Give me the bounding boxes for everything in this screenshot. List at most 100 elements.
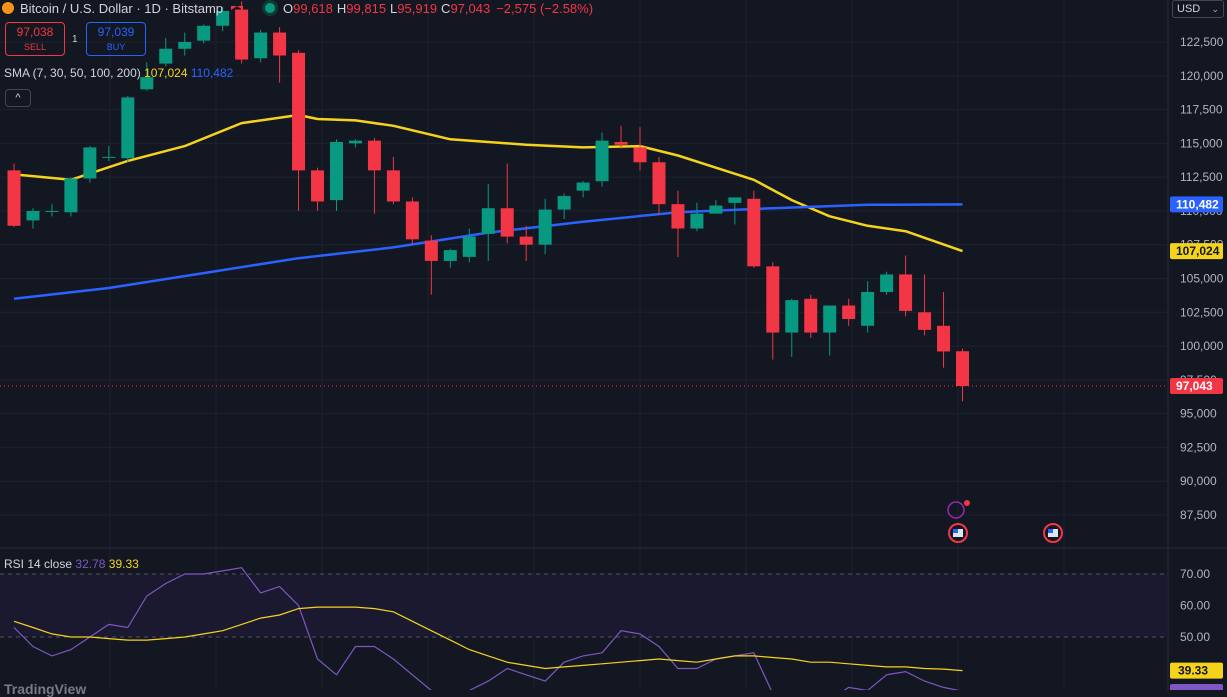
- price-tick-label: 87,500: [1180, 508, 1217, 522]
- low-value: 95,919: [397, 0, 438, 16]
- sma-blue-price-tag-bg: [1170, 196, 1223, 213]
- candle-up: [443, 250, 457, 261]
- candle-up: [823, 305, 837, 333]
- candle-down: [671, 204, 685, 229]
- buy-button[interactable]: 97,039 BUY: [86, 22, 146, 56]
- candle-up: [121, 97, 135, 159]
- open-label: O: [283, 0, 294, 16]
- close-label: C: [441, 0, 451, 16]
- currency-label: USD: [1177, 3, 1201, 15]
- candle-up: [83, 147, 97, 179]
- rsi-tick-label: 50.00: [1180, 630, 1210, 644]
- candle-up: [64, 178, 78, 213]
- symbol-title[interactable]: Bitcoin / U.S. Dollar · 1D · Bitstamp: [20, 0, 223, 16]
- candle-down: [804, 298, 818, 333]
- price-tick-label: 117,500: [1180, 103, 1223, 117]
- price-tick-label: 122,500: [1180, 35, 1224, 49]
- open-value: 99,618: [293, 0, 333, 16]
- bitcoin-icon: [2, 2, 14, 14]
- buy-label: BUY: [106, 42, 126, 52]
- candle-up: [538, 209, 552, 245]
- candle-up: [254, 32, 268, 59]
- candle-up: [45, 210, 59, 212]
- rsi-tick-label: 70.00: [1180, 567, 1210, 581]
- candle-up: [557, 196, 571, 210]
- candle-up: [690, 213, 704, 229]
- price-tick-label: 112,500: [1180, 170, 1223, 184]
- us-flag-canton: [1048, 529, 1053, 533]
- sma-line-yellow: [13, 113, 963, 253]
- candle-down: [633, 147, 647, 163]
- candle-down: [766, 266, 780, 333]
- price-tick-label: 115,000: [1180, 136, 1223, 150]
- candle-up: [462, 236, 476, 257]
- rsi-legend[interactable]: RSI 14 close 32.78 39.33: [4, 557, 139, 571]
- price-tick-label: 102,500: [1180, 305, 1224, 319]
- candle-down: [7, 170, 21, 226]
- rsi-ma-tag: 39.33: [1178, 664, 1208, 678]
- high-label: H: [336, 0, 347, 16]
- candle-down: [956, 351, 969, 387]
- rsi-label: RSI 14 close: [4, 557, 73, 571]
- candle-down: [899, 274, 913, 311]
- candle-up: [880, 274, 894, 293]
- price-tick-label: 100,000: [1180, 339, 1224, 353]
- candle-up: [329, 142, 343, 201]
- sma-value-yellow: 107,024: [144, 66, 188, 80]
- rsi-ma-line: [13, 606, 963, 672]
- close-value: 97,043: [450, 0, 491, 16]
- market-status-icon[interactable]: [265, 3, 275, 13]
- ai-insight-icon: [947, 500, 970, 519]
- currency-selector[interactable]: USD ⌄: [1172, 0, 1224, 18]
- candle-down: [386, 170, 400, 202]
- candle-up: [576, 182, 590, 191]
- flag-icon[interactable]: [231, 6, 243, 10]
- ai-insight-dot: [964, 500, 970, 506]
- low-label: L: [390, 0, 398, 16]
- high-value: 99,815: [346, 0, 387, 16]
- candle-up: [861, 292, 875, 326]
- sell-label: SELL: [23, 42, 47, 52]
- candle-down: [273, 32, 287, 56]
- sell-price: 97,038: [16, 25, 54, 39]
- collapse-legend-button[interactable]: ^: [5, 89, 31, 107]
- us-flag-canton: [953, 529, 958, 533]
- sma-yellow-price-tag-bg: [1170, 243, 1223, 260]
- buy-price: 97,039: [97, 25, 135, 39]
- rsi-ma-value: 39.33: [108, 557, 139, 571]
- sma-legend[interactable]: SMA (7, 30, 50, 100, 200) 107,024 110,48…: [4, 66, 233, 80]
- rsi-ma-tag-bg: [1170, 662, 1223, 679]
- ai-insight-circle: [947, 501, 965, 519]
- last-price-tag: 97,043: [1176, 379, 1213, 393]
- chevron-up-icon: ^: [15, 92, 21, 104]
- chevron-down-icon: ⌄: [1211, 4, 1219, 14]
- rsi-value-tag: [1170, 684, 1223, 694]
- price-tick-label: 105,000: [1180, 272, 1224, 286]
- candle-up: [216, 10, 230, 26]
- candle-down: [519, 236, 533, 245]
- price-tick-label: 120,000: [1180, 69, 1224, 83]
- sell-button[interactable]: 97,038 SELL: [5, 22, 65, 56]
- price-tick-label: 95,000: [1180, 407, 1217, 421]
- candle-up: [102, 156, 116, 158]
- rsi-band: [0, 574, 1168, 637]
- candle-up: [348, 140, 362, 144]
- candle-down: [367, 140, 381, 171]
- candle-up: [26, 210, 40, 221]
- sma-yellow-price-tag: 107,024: [1176, 244, 1220, 258]
- candle-down: [937, 325, 951, 352]
- price-tick-label: 90,000: [1180, 474, 1217, 488]
- candle-up: [785, 300, 799, 333]
- change-value: −2,575 (−2.58%): [496, 0, 594, 16]
- candle-up: [159, 48, 173, 64]
- candle-up: [178, 42, 192, 49]
- candle-up: [728, 197, 742, 203]
- last-price-tag-bg: [1170, 378, 1223, 395]
- sma-blue-price-tag: 110,482: [1176, 197, 1219, 211]
- candle-down: [918, 312, 932, 330]
- candle-up: [481, 208, 495, 234]
- sma-label: SMA (7, 30, 50, 100, 200): [4, 66, 141, 80]
